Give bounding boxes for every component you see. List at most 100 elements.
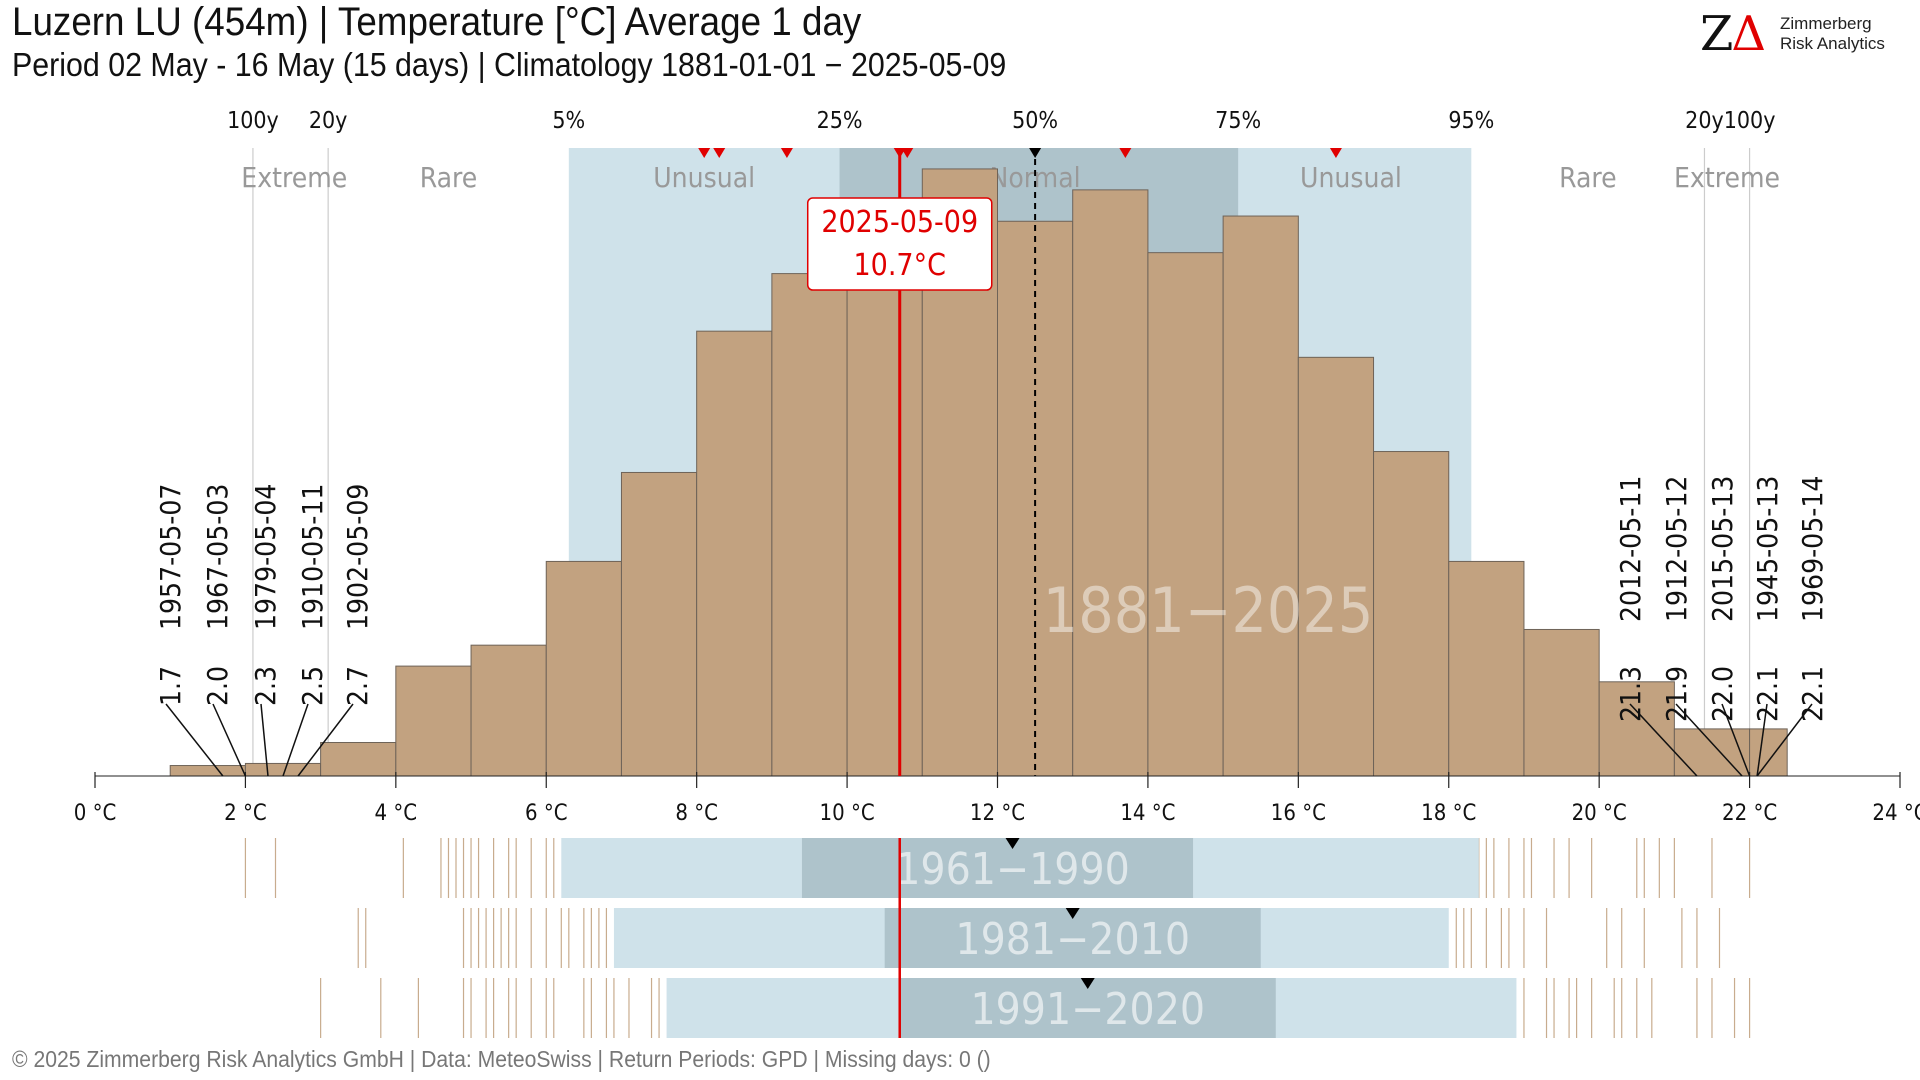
zone-label: Rare bbox=[1559, 161, 1617, 194]
extreme-high-value: 21.9 bbox=[1660, 666, 1693, 722]
period-watermark: 1881−2025 bbox=[1043, 574, 1374, 647]
return-period-label: 20y bbox=[1685, 108, 1724, 134]
current-date-label: 2025-05-09 bbox=[821, 205, 978, 240]
extreme-low-date: 1957-05-07 bbox=[154, 484, 187, 630]
histogram-bar bbox=[395, 665, 472, 777]
x-tick-label: 12 °C bbox=[970, 801, 1025, 826]
recent-day-marker bbox=[780, 148, 793, 158]
extreme-high-value: 21.3 bbox=[1614, 666, 1647, 722]
extreme-low-value: 2.7 bbox=[341, 666, 374, 706]
x-tick-label: 16 °C bbox=[1271, 801, 1326, 826]
extreme-high-value: 22.1 bbox=[1796, 666, 1829, 722]
logo-mark: ZΔ bbox=[1700, 6, 1766, 62]
normal-median-marker bbox=[1005, 838, 1020, 849]
company-logo: ZΔ Zimmerberg Risk Analytics bbox=[1700, 6, 1910, 62]
extreme-high-date: 2015-05-13 bbox=[1706, 476, 1739, 622]
extreme-high-leader bbox=[1675, 703, 1743, 777]
normal-period-label: 1981−2010 bbox=[955, 914, 1190, 965]
histogram-bar bbox=[320, 742, 397, 777]
zone-label: Rare bbox=[420, 161, 478, 194]
x-tick-label: 18 °C bbox=[1421, 801, 1476, 826]
percentile-label: 5% bbox=[552, 108, 585, 134]
histogram-bar bbox=[1147, 252, 1224, 777]
recent-day-marker bbox=[1119, 148, 1132, 158]
x-tick-label: 0 °C bbox=[74, 801, 117, 826]
zone-label: Unusual bbox=[653, 161, 755, 194]
extreme-high-date: 1945-05-13 bbox=[1751, 476, 1784, 622]
extreme-low-leader bbox=[260, 703, 269, 777]
extreme-low-value: 2.3 bbox=[249, 666, 282, 706]
recent-day-marker bbox=[1329, 148, 1342, 158]
extreme-high-value: 22.1 bbox=[1751, 666, 1784, 722]
histogram-bar bbox=[696, 330, 773, 777]
page-title: Luzern LU (454m) | Temperature [°C] Aver… bbox=[12, 0, 862, 44]
histogram-bar bbox=[1072, 189, 1149, 777]
histogram-bar bbox=[1598, 681, 1675, 777]
percentile-label: 95% bbox=[1448, 108, 1494, 134]
return-period-label: 20y bbox=[309, 108, 348, 134]
x-tick-label: 2 °C bbox=[224, 801, 267, 826]
percentile-label: 25% bbox=[817, 108, 863, 134]
histogram-bar bbox=[1448, 560, 1525, 777]
extreme-high-leader bbox=[1756, 703, 1768, 777]
percentile-label: 50% bbox=[1012, 108, 1058, 134]
x-tick-label: 6 °C bbox=[525, 801, 568, 826]
extreme-high-leader bbox=[1629, 703, 1698, 777]
extreme-high-value: 22.0 bbox=[1706, 666, 1739, 722]
median-marker bbox=[1029, 148, 1042, 158]
extreme-low-date: 1902-05-09 bbox=[341, 484, 374, 630]
extreme-low-value: 2.0 bbox=[201, 666, 234, 706]
normal-period-label: 1961−1990 bbox=[895, 844, 1130, 895]
extreme-low-value: 2.5 bbox=[296, 666, 329, 706]
percentile-label: 75% bbox=[1215, 108, 1261, 134]
zone-label: Unusual bbox=[1300, 161, 1402, 194]
logo-text: Zimmerberg Risk Analytics bbox=[1780, 14, 1885, 54]
logo-line2: Risk Analytics bbox=[1780, 34, 1885, 53]
extreme-high-leader bbox=[1721, 703, 1751, 777]
extreme-low-value: 1.7 bbox=[154, 666, 187, 706]
histogram-bar bbox=[545, 560, 622, 777]
normal-period-strip: 1991−2020 bbox=[320, 978, 1751, 1038]
footer-credits: © 2025 Zimmerberg Risk Analytics GmbH | … bbox=[12, 1046, 991, 1072]
extreme-low-date: 1979-05-04 bbox=[249, 484, 282, 630]
histogram-bar bbox=[771, 273, 848, 777]
current-value-label: 10.7°C bbox=[854, 248, 946, 283]
extreme-low-leader bbox=[297, 703, 354, 777]
normal-median-marker bbox=[1080, 978, 1095, 989]
recent-day-marker bbox=[713, 148, 726, 158]
x-tick-label: 8 °C bbox=[675, 801, 718, 826]
extreme-high-date: 2012-05-11 bbox=[1614, 476, 1647, 622]
histogram-bar bbox=[620, 471, 698, 777]
histogram-bar bbox=[1297, 356, 1375, 777]
normal-period-strip: 1961−1990 bbox=[244, 838, 1751, 898]
x-tick-label: 10 °C bbox=[819, 801, 874, 826]
logo-z: Z bbox=[1700, 6, 1733, 62]
page-subtitle: Period 02 May - 16 May (15 days) | Clima… bbox=[12, 46, 1007, 83]
histogram-bar bbox=[470, 644, 547, 777]
extreme-low-leader bbox=[212, 703, 247, 777]
histogram-bar bbox=[1523, 628, 1600, 777]
current-value-callout bbox=[806, 197, 993, 291]
recent-day-marker bbox=[698, 148, 711, 158]
x-tick-label: 4 °C bbox=[375, 801, 418, 826]
extreme-low-leader bbox=[165, 703, 224, 777]
histogram-bar bbox=[1222, 215, 1299, 777]
normal-period-label: 1991−2020 bbox=[970, 984, 1205, 1035]
x-tick-label: 22 °C bbox=[1722, 801, 1777, 826]
recent-day-marker bbox=[901, 148, 914, 158]
zone-label: Extreme bbox=[1674, 161, 1780, 194]
return-period-label: 100y bbox=[1724, 108, 1776, 134]
histogram-bar bbox=[1373, 451, 1450, 777]
return-period-label: 100y bbox=[227, 108, 279, 134]
extreme-low-date: 1910-05-11 bbox=[296, 484, 329, 630]
x-tick-label: 24 °C bbox=[1872, 801, 1920, 826]
histogram-bar bbox=[169, 765, 246, 777]
normal-median-marker bbox=[1065, 908, 1080, 919]
extreme-high-date: 1969-05-14 bbox=[1796, 476, 1829, 622]
histogram-bar bbox=[1673, 728, 1751, 777]
x-tick-label: 14 °C bbox=[1120, 801, 1175, 826]
logo-delta-icon: Δ bbox=[1731, 6, 1766, 62]
histogram-bar bbox=[846, 210, 923, 777]
extreme-high-leader bbox=[1756, 703, 1813, 777]
histogram-bar bbox=[1749, 728, 1788, 777]
